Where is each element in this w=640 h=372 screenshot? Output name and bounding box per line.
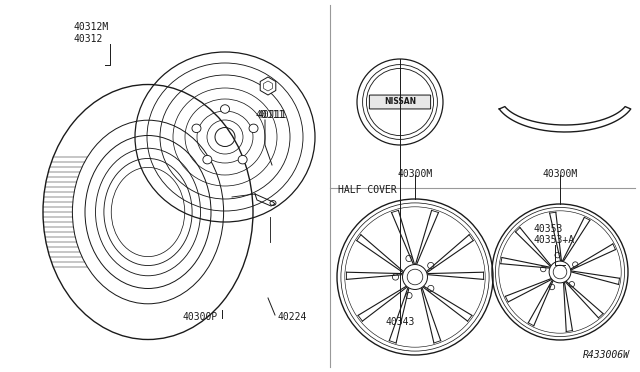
Text: 40J11: 40J11 bbox=[258, 110, 287, 120]
Text: 40353+A: 40353+A bbox=[534, 235, 575, 245]
Ellipse shape bbox=[203, 155, 212, 164]
Circle shape bbox=[573, 262, 578, 267]
Text: 40300M: 40300M bbox=[397, 169, 433, 179]
Ellipse shape bbox=[221, 105, 230, 113]
Circle shape bbox=[406, 255, 412, 262]
Ellipse shape bbox=[249, 124, 258, 132]
Ellipse shape bbox=[192, 124, 201, 132]
Text: 40343: 40343 bbox=[385, 317, 415, 327]
Text: 40J11: 40J11 bbox=[255, 110, 284, 120]
Text: 40224: 40224 bbox=[278, 312, 307, 322]
Ellipse shape bbox=[270, 201, 276, 205]
Circle shape bbox=[428, 285, 434, 292]
Ellipse shape bbox=[238, 155, 247, 164]
Text: 40353: 40353 bbox=[534, 224, 563, 234]
Text: HALF COVER: HALF COVER bbox=[338, 185, 397, 195]
Polygon shape bbox=[260, 77, 276, 95]
Text: 40300P: 40300P bbox=[182, 312, 218, 322]
Text: 40312M: 40312M bbox=[73, 22, 108, 32]
Text: R433006W: R433006W bbox=[583, 350, 630, 360]
Circle shape bbox=[555, 253, 561, 258]
Text: 40312: 40312 bbox=[73, 34, 102, 44]
FancyBboxPatch shape bbox=[369, 95, 431, 109]
Text: NISSAN: NISSAN bbox=[384, 97, 416, 106]
Circle shape bbox=[403, 264, 428, 289]
Text: 40300M: 40300M bbox=[542, 169, 578, 179]
Circle shape bbox=[549, 261, 571, 283]
Circle shape bbox=[392, 274, 399, 280]
Circle shape bbox=[549, 284, 555, 290]
Circle shape bbox=[569, 282, 575, 287]
Circle shape bbox=[428, 262, 434, 269]
Circle shape bbox=[406, 292, 412, 299]
Circle shape bbox=[541, 266, 546, 272]
